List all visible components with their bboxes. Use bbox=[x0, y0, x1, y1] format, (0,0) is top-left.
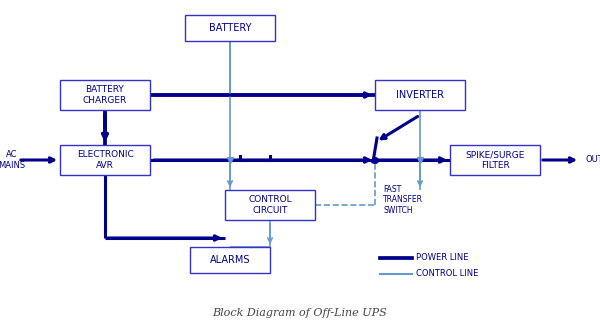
Text: ELECTRONIC
AVR: ELECTRONIC AVR bbox=[77, 150, 133, 170]
Text: BATTERY: BATTERY bbox=[209, 23, 251, 33]
Bar bbox=[185, 15, 275, 41]
Text: OUTPUT: OUTPUT bbox=[586, 155, 600, 164]
Bar bbox=[225, 190, 315, 220]
Bar bbox=[60, 80, 150, 110]
Text: AC
MAINS: AC MAINS bbox=[0, 150, 26, 170]
Text: CONTROL
CIRCUIT: CONTROL CIRCUIT bbox=[248, 195, 292, 215]
Text: POWER LINE: POWER LINE bbox=[416, 254, 469, 263]
Text: FAST
TRANSFER
SWITCH: FAST TRANSFER SWITCH bbox=[383, 185, 423, 215]
Text: BATTERY
CHARGER: BATTERY CHARGER bbox=[83, 85, 127, 105]
Bar bbox=[375, 80, 465, 110]
Bar bbox=[60, 145, 150, 175]
Bar bbox=[450, 145, 540, 175]
Text: SPIKE/SURGE
FILTER: SPIKE/SURGE FILTER bbox=[466, 150, 524, 170]
Text: CONTROL LINE: CONTROL LINE bbox=[416, 270, 478, 279]
Text: Block Diagram of Off-Line UPS: Block Diagram of Off-Line UPS bbox=[212, 308, 388, 318]
Text: ALARMS: ALARMS bbox=[210, 255, 250, 265]
Bar bbox=[190, 247, 270, 273]
Text: INVERTER: INVERTER bbox=[396, 90, 444, 100]
